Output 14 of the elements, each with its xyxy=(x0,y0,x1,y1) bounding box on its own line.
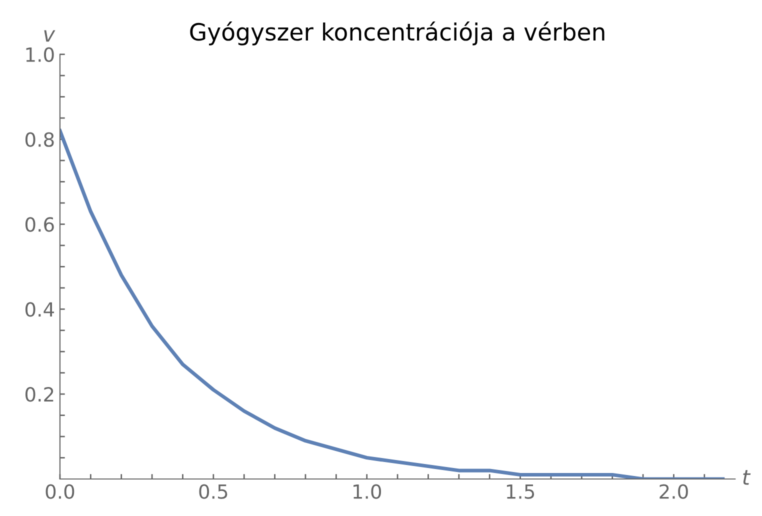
x-tick-label: 1.5 xyxy=(506,484,534,499)
y-tick-label: 0.2 xyxy=(25,387,54,402)
y-tick-label: 0.4 xyxy=(25,302,54,317)
x-tick-label: 0.0 xyxy=(46,484,74,499)
x-tick-label: 2.0 xyxy=(660,484,688,499)
y-tick-label: 1.0 xyxy=(26,47,54,62)
x-tick-label: 0.5 xyxy=(199,484,228,499)
chart-title: Gyógyszer koncentrációja a vérben xyxy=(190,22,604,46)
y-tick-label: 0.8 xyxy=(25,132,54,147)
x-tick-label: 1.0 xyxy=(354,484,382,499)
y-axis-title: v xyxy=(44,30,56,42)
y-tick-label: 0.6 xyxy=(25,217,54,232)
line-series xyxy=(60,128,725,480)
x-axis-title: t xyxy=(743,470,751,485)
